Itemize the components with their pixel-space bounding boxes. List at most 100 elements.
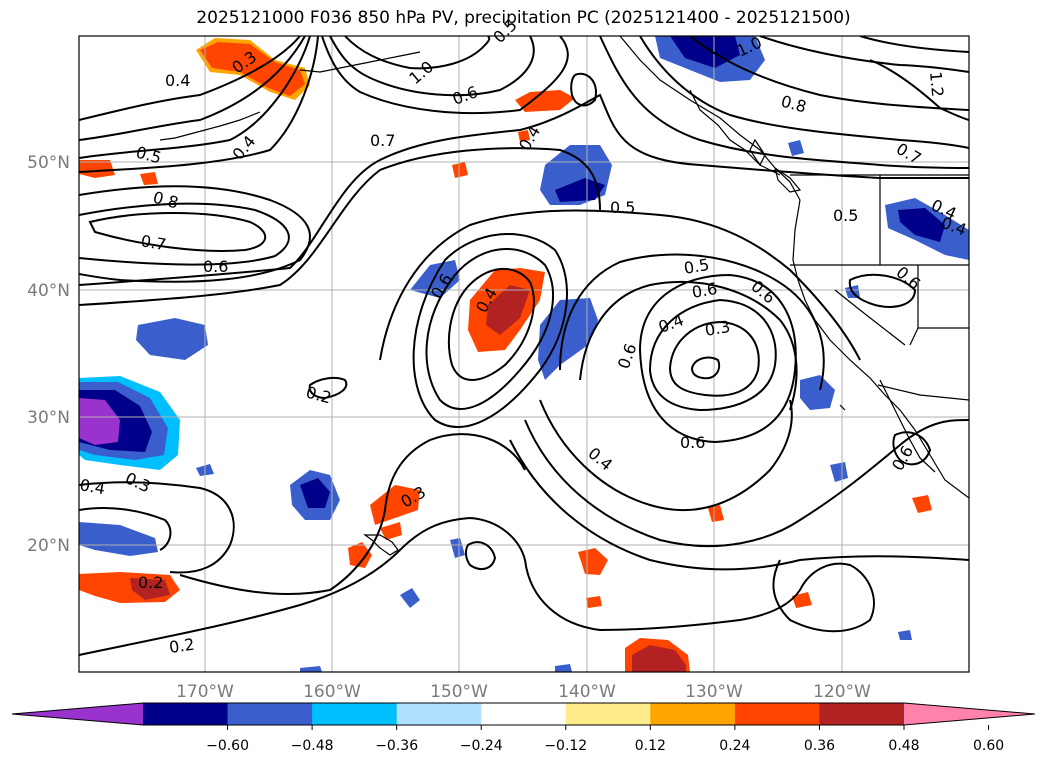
- pv-contour-line: [79, 36, 301, 121]
- colorbar: −0.60 −0.48 −0.36 −0.24 −0.12 0.12 0.24 0.36 0.4…: [11, 702, 1036, 754]
- pv-contour-line: [88, 212, 267, 252]
- colorbar-tick-label: 0.12: [635, 738, 666, 754]
- pv-contour-line: [689, 36, 969, 111]
- contour-label: 0.4: [78, 475, 106, 498]
- precip-blob: [800, 375, 835, 410]
- precip-blob: [578, 548, 608, 575]
- coastline-alaska-bc: [619, 36, 801, 201]
- latitude-labels: 50°N 40°N 30°N 20°N: [27, 153, 70, 556]
- colorbar-tick-label: −0.48: [291, 738, 334, 754]
- precip-blob: [79, 522, 158, 556]
- state-border: [909, 327, 919, 346]
- colorbar-segment: [819, 703, 905, 725]
- pv-contour-line: [892, 431, 932, 466]
- island-vancouver: [774, 166, 802, 193]
- contour-label: 0.8: [151, 188, 181, 213]
- colorbar-tick-label: 0.60: [973, 738, 1004, 754]
- precip-blob: [136, 318, 208, 360]
- lat-label: 30°N: [27, 408, 70, 428]
- colorbar-extend-high: [904, 703, 1035, 725]
- precip-blob: [140, 172, 158, 185]
- pv-contour-line: [308, 376, 348, 400]
- island-chain: [159, 111, 261, 141]
- state-border: [834, 289, 906, 346]
- pv-contour-line: [179, 433, 526, 595]
- pv-contour-line: [79, 36, 319, 173]
- precip-blob: [555, 178, 605, 202]
- lat-label: 20°N: [27, 536, 70, 556]
- contour-label: 0.4: [656, 310, 686, 337]
- pv-contour-line: [690, 356, 721, 380]
- pv-contour-line: [464, 541, 497, 571]
- coastline-us-west: [792, 199, 969, 499]
- pv-contour-line: [79, 36, 306, 141]
- precip-blob: [452, 162, 468, 178]
- precip-blob: [370, 485, 420, 525]
- pv-contour-line: [79, 147, 601, 306]
- pv-contour-line: [848, 273, 917, 308]
- island-guadalupe: [839, 404, 846, 411]
- precip-blob: [348, 542, 372, 568]
- contour-label: 0.6: [614, 341, 641, 371]
- precip-blob: [79, 160, 115, 178]
- island-chain: [299, 51, 421, 73]
- contour-label: 0.6: [892, 263, 924, 294]
- contour-label: 0.5: [134, 143, 164, 168]
- precip-blob: [788, 140, 804, 156]
- pv-contours: [79, 36, 969, 656]
- pv-contour-line: [329, 36, 535, 97]
- pv-contour-line: [79, 516, 875, 656]
- colorbar-segment: [227, 703, 313, 725]
- colorbar-tick-label: 0.36: [804, 738, 835, 754]
- precip-blob: [400, 588, 420, 608]
- pv-contour-line: [79, 507, 172, 551]
- contour-label: 0.4: [165, 71, 190, 90]
- pv-contour-line: [379, 209, 861, 361]
- colorbar-segment: [565, 703, 651, 725]
- pv-contour-line: [344, 36, 491, 70]
- contour-label: 0.6: [203, 257, 228, 276]
- contour-label: 0.5: [833, 206, 858, 225]
- lon-label: 120°W: [813, 682, 871, 702]
- lon-label: 160°W: [303, 682, 361, 702]
- state-border: [917, 265, 969, 329]
- colorbar-segment: [650, 703, 736, 725]
- contour-label: 0.7: [139, 231, 167, 254]
- pv-contour-line: [524, 419, 969, 548]
- lon-label: 150°W: [430, 682, 488, 702]
- pv-contour-line: [412, 233, 568, 428]
- pv-contour-line: [425, 248, 554, 410]
- colorbar-tick-label: −0.60: [206, 738, 249, 754]
- pv-contour-line: [638, 273, 797, 444]
- contour-label: 0.6: [888, 442, 917, 474]
- pv-contour-line: [639, 36, 969, 149]
- contour-label: 0.8: [779, 92, 809, 117]
- contour-labels: 0.3 0.4 0.5 0.8 0.7 0.6 0.5 0.4 0.6 1.0 …: [78, 15, 969, 657]
- pv-contour-line: [79, 202, 290, 266]
- precip-shading: [79, 36, 969, 672]
- precip-blob: [300, 478, 330, 508]
- lon-label: 130°W: [685, 682, 743, 702]
- precip-blob: [130, 578, 170, 600]
- lat-label: 50°N: [27, 153, 70, 173]
- precip-blob: [632, 645, 686, 672]
- pv-contour-line: [668, 320, 760, 397]
- precip-blob: [898, 630, 912, 640]
- contour-label: 1.0: [405, 57, 437, 88]
- pv-contour-line: [599, 36, 969, 169]
- precip-blob: [486, 285, 530, 335]
- contour-label: 0.5: [610, 198, 635, 217]
- pv-contour-line: [79, 481, 235, 574]
- pv-contour-line: [539, 399, 793, 512]
- precip-blob: [670, 36, 740, 68]
- colorbar-tick-label: −0.24: [460, 738, 503, 754]
- precip-blob: [410, 260, 460, 298]
- map-title: 2025121000 F036 850 hPa PV, precipitatio…: [196, 8, 851, 28]
- contour-label: 0.2: [138, 573, 163, 592]
- colorbar-tick-label: −0.36: [375, 738, 418, 754]
- precip-blob: [538, 298, 598, 380]
- contour-label: 0.3: [122, 468, 153, 496]
- precip-blob: [300, 666, 322, 672]
- border-mexico: [877, 384, 969, 401]
- contour-label: 0.7: [370, 131, 395, 150]
